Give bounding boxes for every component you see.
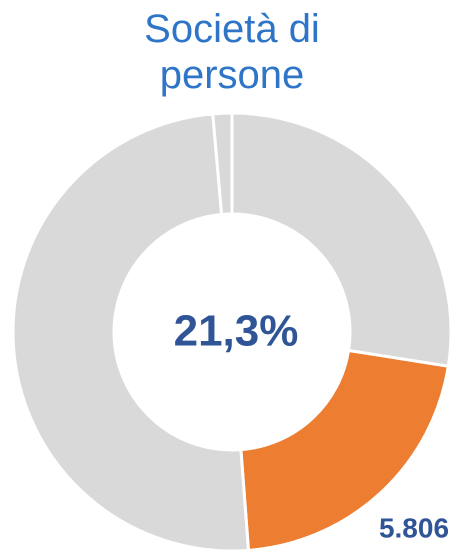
donut-segment [230, 111, 453, 368]
annotation: 5.806 [379, 512, 449, 543]
donut-segment [211, 111, 234, 217]
donut-segment [239, 348, 451, 552]
chart-title: Società di persone [144, 7, 320, 97]
donut-segment [11, 112, 251, 552]
center-label: 21,3% [174, 307, 299, 356]
